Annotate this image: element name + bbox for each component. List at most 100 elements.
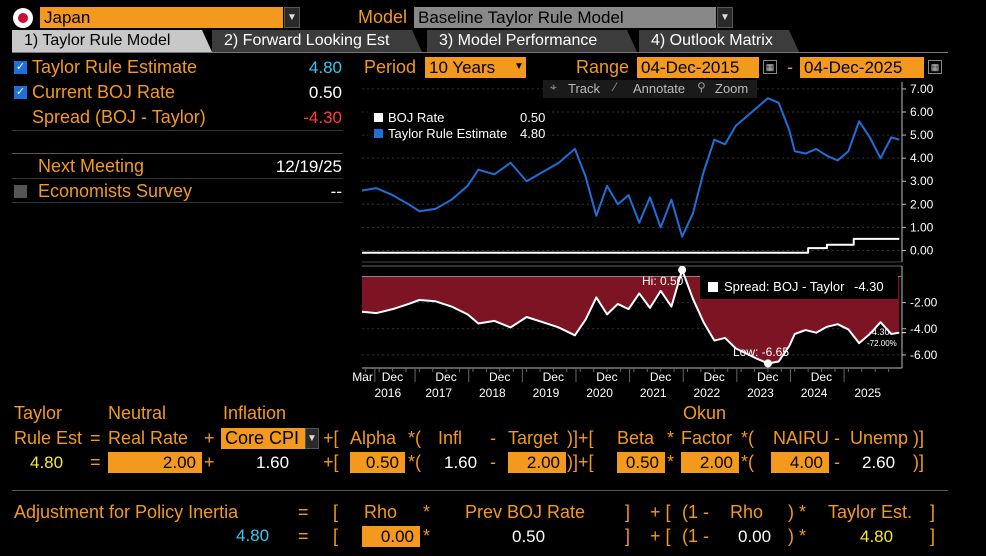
period-label: Period [364,57,417,77]
inertia-rb: ] [625,502,631,522]
period-select[interactable]: 10 Years [425,57,512,78]
x-year-label: 2022 [694,386,721,400]
chart-toolbar [543,80,757,98]
track-button[interactable]: Track [568,81,601,96]
rho-input[interactable]: 0.00 [362,526,420,547]
inertia-paren-close-star-2: ) * [788,526,806,546]
boj-rate-label: Current BOJ Rate [32,82,176,102]
x-year-label: 2019 [533,386,560,400]
range-label: Range [576,57,630,77]
taylor-legend-value: 4.80 [520,126,546,141]
boj-rate-checkbox[interactable]: ✓ [14,86,27,99]
beta-input[interactable]: 0.50 [617,452,665,473]
model-dropdown-arrow[interactable]: ▼ [717,7,733,28]
inflation-dropdown-arrow[interactable]: ▼ [305,428,319,449]
inertia-plus-bracket-2: + [ [650,526,671,546]
inertia-paren-one: (1 - [682,502,709,522]
inertia-prev-label: Prev BOJ Rate [465,502,586,522]
main-y-tick-label: 1.00 [910,220,934,234]
x-tick-label: Dec [703,370,724,384]
alpha-input[interactable]: 0.50 [350,452,405,473]
taylor-estimate-value: 4.80 [308,58,342,77]
economists-survey-value: -- [330,182,342,201]
taylor-legend-name: Taylor Rule Estimate [388,126,508,141]
next-meeting-label: Next Meeting [38,156,145,176]
formula-plus-bracket-2: +[ [323,452,339,472]
inertia-taylor-label: Taylor Est. [828,502,913,522]
neutral-rate-input[interactable]: 2.00 [108,452,202,473]
annotate-button[interactable]: Annotate [633,81,686,96]
range-start-calendar-icon[interactable]: ▦ [763,60,777,74]
spread-hi-marker [678,265,687,274]
track-icon[interactable]: ⌖ [550,80,557,94]
period-dropdown-arrow[interactable]: ▼ [512,57,526,78]
formula-real-rate: Real Rate [108,428,189,448]
formula-plus-bracket: +[ [323,428,339,448]
country-select[interactable]: Japan [40,7,283,28]
x-axis-background [362,368,902,400]
target-input[interactable]: 2.00 [508,452,566,473]
spread-y-tick-label: -6.00 [910,348,938,362]
inflation-measure-select[interactable]: Core CPI [221,428,305,449]
prev-boj-value: 0.50 [512,527,546,546]
spread-label: Spread (BOJ - Taylor) [32,107,206,127]
formula-close-2: )] [913,452,924,472]
inertia-eq-2: = [298,526,309,546]
boj-rate-line [362,237,900,254]
spread-legend [700,275,898,299]
x-tick-label: Dec [596,370,617,384]
tab-outlook-matrix[interactable]: 4) Outlook Matrix [639,30,799,52]
x-tick-label: Dec [757,370,778,384]
formula-star-paren-3: *( [408,452,421,472]
nairu-input[interactable]: 4.00 [771,452,829,473]
formula-divider [12,490,948,491]
inertia-rho2-label: Rho [730,502,764,522]
formula-header-okun: Okun [683,403,727,423]
formula-eq: = [90,428,101,448]
spread-low-marker [763,359,772,368]
range-end-calendar-icon[interactable]: ▦ [928,60,942,74]
taylor-estimate-label: Taylor Rule Estimate [32,57,198,77]
main-y-tick-label: 5.00 [910,128,934,142]
hi-annotation: Hi: 0.50 [642,274,684,288]
main-y-tick-label: 0.00 [910,243,934,257]
formula-star-1: * [667,428,675,448]
formula-minus-2: - [834,428,840,448]
economists-survey-checkbox[interactable] [14,185,27,198]
x-year-label: 2017 [425,386,452,400]
x-year-label: 2025 [854,386,881,400]
okun-factor-input[interactable]: 2.00 [681,452,739,473]
main-y-tick-label: 2.00 [910,197,934,211]
x-year-label: 2023 [747,386,774,400]
taylor-estimate-checkbox[interactable]: ✓ [14,61,27,74]
tab-forward-looking-est[interactable]: 2) Forward Looking Est [212,30,422,52]
zoom-icon[interactable]: ⚲ [697,80,706,94]
formula-minus-1: - [490,428,496,448]
inertia-rb-2: ] [625,526,631,546]
spread-legend-value: -4.30 [854,279,884,294]
inertia-paren-close-star: ) * [788,502,806,522]
tab-taylor-rule-model[interactable]: 1) Taylor Rule Model [12,30,212,52]
rho2-value: 0.00 [738,527,772,546]
zoom-button[interactable]: Zoom [715,81,749,96]
inertia-close: ] [930,502,936,522]
x-tick-label: Dec [811,370,832,384]
range-start-input[interactable]: 04-Dec-2015 [637,57,759,78]
range-end-input[interactable]: 04-Dec-2025 [800,57,924,78]
infl-value: 1.60 [444,453,478,472]
range-dash: - [787,57,793,77]
x-year-label: 2024 [801,386,828,400]
next-meeting-value: 12/19/25 [275,157,342,176]
x-tick-label: Dec [435,370,456,384]
annotate-icon[interactable]: ⁄ [614,80,617,94]
tab-model-performance[interactable]: 3) Model Performance [427,30,637,52]
x-tick-label: Mar [352,370,373,384]
inertia-eq: = [298,502,309,522]
country-dropdown-arrow[interactable]: ▼ [284,7,300,28]
formula-target: Target [508,428,559,448]
spread-legend-swatch [708,282,718,292]
formula-close-plus-bracket-2: )]+[ [567,452,594,472]
tab-underline [12,52,948,53]
model-select[interactable]: Baseline Taylor Rule Model [414,7,716,28]
x-tick-label: Dec [382,370,403,384]
